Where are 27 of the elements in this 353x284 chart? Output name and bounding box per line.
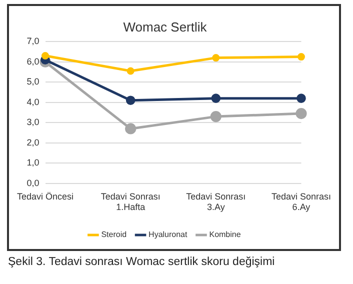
y-tick-label: 7,0 — [26, 36, 40, 46]
x-tick-label: Tedavi Sonrası 6.Ay — [271, 191, 332, 212]
point — [42, 52, 50, 60]
point — [126, 67, 134, 75]
point — [211, 94, 221, 103]
legend-label: Kombine — [209, 230, 242, 240]
x-tick-label: Tedavi Öncesi — [17, 191, 74, 202]
chart-title: Womac Sertlik — [123, 19, 208, 34]
point — [296, 108, 307, 120]
y-tick-label: 6,0 — [26, 56, 40, 66]
text: Şekil 3. Tedavi sonrası Womac sertlik skoru değişimi — [8, 256, 275, 268]
x-tick-label: Tedavi Sonrası 3.Ay — [186, 191, 246, 212]
point — [212, 54, 220, 62]
point — [125, 123, 136, 134]
y-tick-label: 2,0 — [26, 137, 40, 148]
point — [296, 94, 306, 103]
y-tick-label: 3,0 — [26, 117, 40, 128]
point — [210, 111, 222, 122]
legend-label: Steroid — [101, 230, 127, 240]
y-tick-label: 1,0 — [26, 158, 40, 168]
y-tick-label: 0,0 — [26, 178, 40, 188]
x-tick-label: Tedavi Sonrası 1.Hafta — [100, 191, 160, 212]
point — [126, 96, 136, 105]
y-tick-label: 4,0 — [26, 96, 40, 107]
point — [297, 53, 305, 61]
legend-label: Hyaluronat — [148, 230, 188, 240]
y-tick-label: 5,0 — [26, 76, 40, 87]
